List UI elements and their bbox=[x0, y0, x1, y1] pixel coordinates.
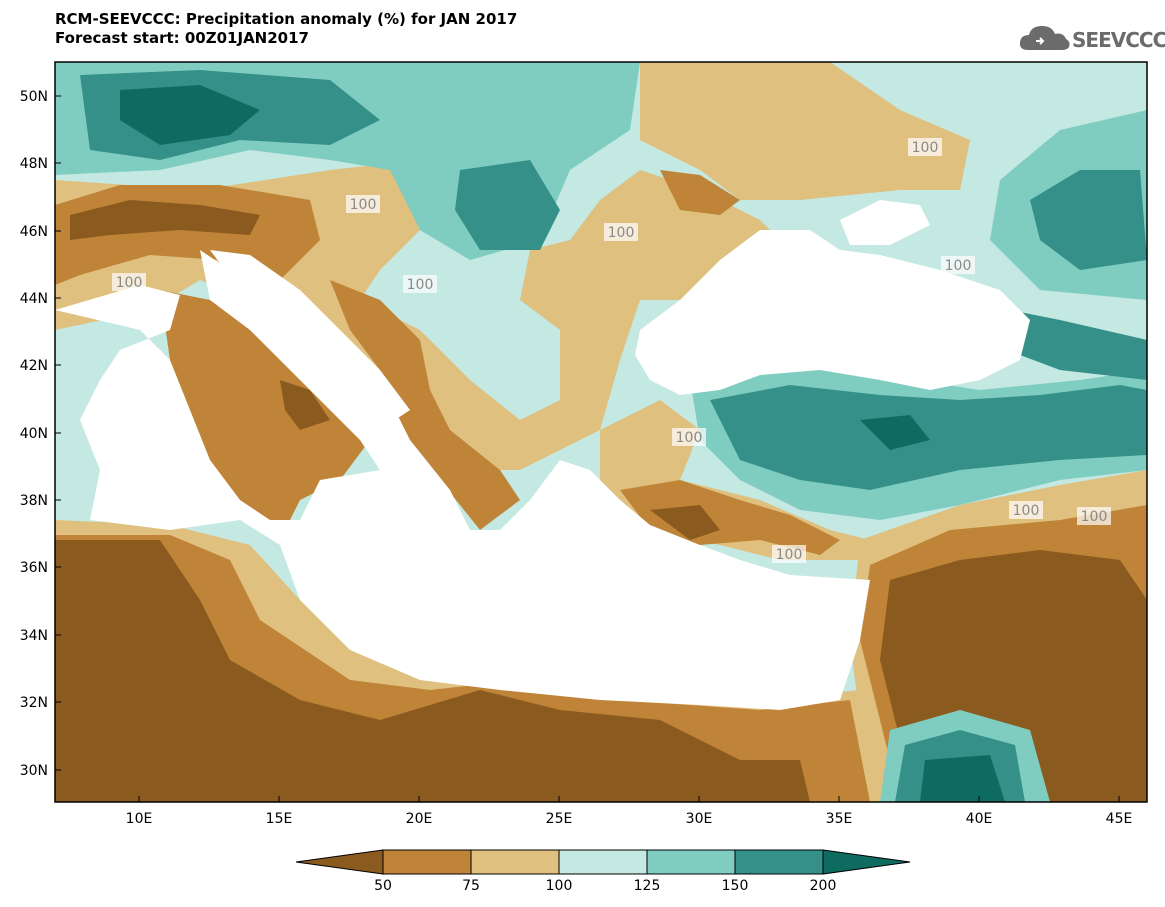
seevccc-logo: SEEVCCC bbox=[1018, 22, 1165, 54]
svg-text:100: 100 bbox=[945, 258, 972, 274]
colorbar-segment-100-125 bbox=[558, 849, 648, 875]
colorbar-tick-label: 50 bbox=[374, 878, 392, 894]
lon-axis: 10E 15E 20E 25E 30E 35E 40E 45E bbox=[126, 796, 1133, 827]
lat-tick-label: 44N bbox=[20, 291, 48, 307]
title-line-2: Forecast start: 00Z01JAN2017 bbox=[55, 29, 309, 47]
svg-text:100: 100 bbox=[1081, 509, 1108, 525]
colorbar-tick-label: 100 bbox=[546, 878, 573, 894]
colorbar-segment-below-50 bbox=[295, 849, 384, 875]
colorbar-segment-125-150 bbox=[646, 849, 736, 875]
cloud-icon bbox=[1019, 26, 1070, 50]
colorbar: 50 75 100 125 150 200 bbox=[295, 849, 911, 894]
darkbrown-region-north-africa bbox=[55, 540, 810, 802]
colorbar-tick-label: 200 bbox=[810, 878, 837, 894]
colorbar-segment-150-200 bbox=[734, 849, 824, 875]
darkbrown-region-italy bbox=[280, 380, 330, 430]
svg-text:100: 100 bbox=[116, 275, 143, 291]
contour-label: 100 bbox=[941, 256, 975, 274]
svg-text:100: 100 bbox=[676, 430, 703, 446]
lon-tick-label: 20E bbox=[406, 811, 433, 827]
colorbar-segment-50-75 bbox=[382, 849, 472, 875]
darkteal-region-hungary bbox=[455, 160, 560, 250]
lat-tick-label: 34N bbox=[20, 628, 48, 644]
contour-label-layer: 100 100 100 100 100 100 100 100 100 100 bbox=[112, 138, 1111, 563]
lon-tick-label: 10E bbox=[126, 811, 153, 827]
colorbar-tick-label: 125 bbox=[634, 878, 661, 894]
contour-label: 100 bbox=[908, 138, 942, 156]
darkest-region-germany bbox=[120, 85, 260, 145]
lat-tick-label: 46N bbox=[20, 224, 48, 240]
lon-tick-label: 25E bbox=[546, 811, 573, 827]
colorbar-segment-above-200 bbox=[822, 849, 911, 875]
lon-tick-label: 15E bbox=[266, 811, 293, 827]
darkest-region-turkey bbox=[860, 415, 930, 450]
svg-text:100: 100 bbox=[608, 225, 635, 241]
lon-tick-label: 40E bbox=[966, 811, 993, 827]
lat-tick-label: 42N bbox=[20, 358, 48, 374]
black-sea bbox=[635, 230, 1030, 395]
svg-text:100: 100 bbox=[407, 277, 434, 293]
adriatic-sea bbox=[210, 250, 410, 420]
lat-tick-label: 30N bbox=[20, 763, 48, 779]
colorbar-tick-label: 150 bbox=[722, 878, 749, 894]
lat-tick-label: 40N bbox=[20, 426, 48, 442]
lat-axis: 50N 48N 46N 44N 42N 40N 38N 36N 34N 32N … bbox=[20, 89, 61, 779]
lat-tick-label: 36N bbox=[20, 560, 48, 576]
darkbrown-region-anatolia bbox=[650, 505, 720, 540]
map-frame bbox=[54, 61, 1148, 803]
azov-sea bbox=[840, 200, 930, 245]
contour-label: 100 bbox=[604, 223, 638, 241]
mediterranean-sea bbox=[55, 250, 870, 710]
lat-tick-label: 38N bbox=[20, 493, 48, 509]
contour-label: 100 bbox=[672, 428, 706, 446]
contour-label: 100 bbox=[1077, 507, 1111, 525]
contour-label: 100 bbox=[1009, 501, 1043, 519]
contour-label: 100 bbox=[772, 545, 806, 563]
lon-tick-label: 30E bbox=[686, 811, 713, 827]
brown-region-balkan-coast bbox=[330, 280, 520, 530]
svg-text:100: 100 bbox=[1013, 503, 1040, 519]
darkteal-region-turkey bbox=[710, 385, 1147, 490]
svg-text:100: 100 bbox=[912, 140, 939, 156]
lon-tick-label: 45E bbox=[1106, 811, 1133, 827]
anomaly-field bbox=[55, 62, 1147, 802]
lon-tick-label: 35E bbox=[826, 811, 853, 827]
tan-region-ukraine bbox=[640, 62, 970, 200]
logo-text: SEEVCCC bbox=[1072, 28, 1165, 52]
contour-label: 100 bbox=[403, 275, 437, 293]
colorbar-tick-label: 75 bbox=[462, 878, 480, 894]
chart-title: RCM-SEEVCCC: Precipitation anomaly (%) f… bbox=[55, 10, 517, 48]
lat-tick-label: 48N bbox=[20, 156, 48, 172]
darkbrown-region-alps bbox=[70, 200, 260, 240]
svg-text:100: 100 bbox=[776, 547, 803, 563]
lat-tick-label: 50N bbox=[20, 89, 48, 105]
colorbar-segment-75-100 bbox=[470, 849, 560, 875]
svg-text:100: 100 bbox=[350, 197, 377, 213]
brown-region-black-sea-north bbox=[660, 170, 740, 215]
contour-label: 100 bbox=[112, 273, 146, 291]
lat-tick-label: 32N bbox=[20, 695, 48, 711]
contour-label: 100 bbox=[346, 195, 380, 213]
darkteal-region-northeast bbox=[1030, 170, 1147, 270]
darkest-region-south bbox=[920, 755, 1005, 802]
title-line-1: RCM-SEEVCCC: Precipitation anomaly (%) f… bbox=[55, 10, 518, 28]
